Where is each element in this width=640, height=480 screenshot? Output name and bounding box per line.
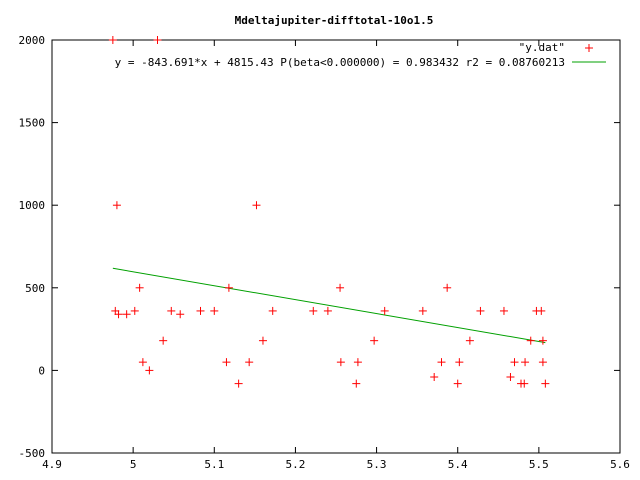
legend: "y.dat" y = -843.691*x + 4815.43 P(beta<…: [115, 41, 606, 69]
data-point: [437, 358, 446, 367]
y-tick-label: 1500: [19, 117, 46, 130]
data-point: [309, 306, 318, 315]
data-point: [258, 336, 267, 345]
data-point: [108, 36, 117, 44]
data-point: [234, 379, 243, 388]
data-point: [245, 358, 254, 367]
data-point: [443, 283, 452, 292]
data-point: [138, 358, 147, 367]
data-point: [541, 379, 550, 388]
chart-title: Mdeltajupiter-difftotal-10o1.5: [235, 14, 434, 27]
legend-label-fit-line: y = -843.691*x + 4815.43 P(beta<0.000000…: [115, 56, 565, 69]
y-tick-label: 500: [25, 282, 45, 295]
legend-marker-scatter: [585, 44, 593, 52]
data-point: [521, 358, 530, 367]
x-tick-label: 5.1: [204, 458, 224, 471]
y-tick-label: -500: [19, 447, 46, 460]
data-point: [167, 306, 176, 315]
data-point: [418, 306, 427, 315]
data-point: [222, 358, 231, 367]
fit-line: [112, 267, 546, 344]
data-point: [112, 201, 121, 210]
series-scatter-points: [108, 36, 550, 388]
plot-frame: [51, 39, 621, 454]
data-point: [323, 306, 332, 315]
data-point: [476, 306, 485, 315]
data-point: [526, 336, 535, 345]
data-point: [176, 310, 185, 319]
x-tick-label: 5.4: [448, 458, 468, 471]
x-tick-label: 5.3: [367, 458, 387, 471]
data-point: [465, 336, 474, 345]
x-tick-label: 5.5: [529, 458, 549, 471]
data-point: [159, 336, 168, 345]
data-point: [538, 358, 547, 367]
data-point: [537, 306, 546, 315]
x-tick-label: 5: [130, 458, 137, 471]
data-point: [538, 336, 547, 345]
data-point: [499, 306, 508, 315]
axis-ticks: 4.9 5 5.1 5.2 5.3 5.4 5.5 5.6 -500 0 500 1000 1500 20…: [19, 34, 630, 471]
x-tick-label: 5.6: [610, 458, 630, 471]
x-tick-label: 4.9: [42, 458, 62, 471]
data-point: [224, 283, 233, 292]
data-point: [352, 379, 361, 388]
data-point: [380, 306, 389, 315]
data-point: [506, 373, 515, 382]
data-point: [130, 306, 139, 315]
data-point: [111, 306, 120, 315]
data-point: [336, 283, 345, 292]
legend-label-scatter: "y.dat": [519, 41, 565, 54]
data-point: [268, 306, 277, 315]
data-point: [370, 336, 379, 345]
data-point: [430, 373, 439, 382]
y-tick-label: 2000: [19, 34, 46, 47]
y-tick-label: 1000: [19, 199, 46, 212]
data-point: [510, 358, 519, 367]
data-point: [520, 379, 529, 388]
data-point: [336, 358, 345, 367]
series-fit-line: [112, 267, 546, 344]
data-point: [455, 358, 464, 367]
data-point: [196, 306, 205, 315]
data-point: [210, 306, 219, 315]
data-point: [153, 36, 162, 44]
x-tick-label: 5.2: [285, 458, 305, 471]
data-point: [252, 201, 261, 210]
data-point: [122, 310, 131, 319]
data-point: [145, 366, 154, 375]
data-point: [353, 358, 362, 367]
data-point: [453, 379, 462, 388]
y-tick-label: 0: [38, 364, 45, 377]
data-point: [135, 283, 144, 292]
data-point: [114, 310, 123, 319]
